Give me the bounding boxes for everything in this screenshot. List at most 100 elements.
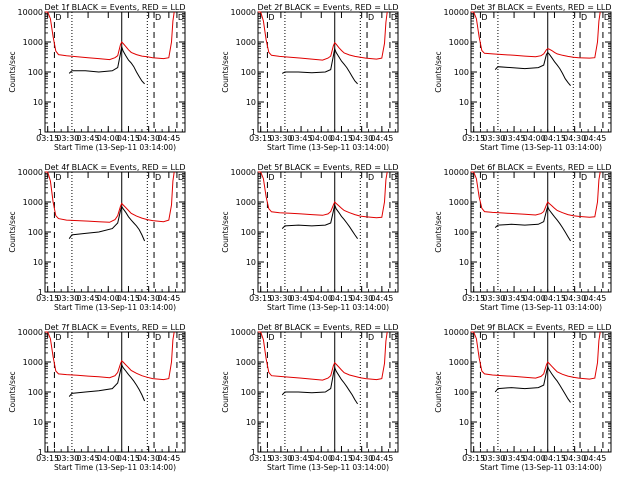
y-axis-label: Counts/sec (8, 371, 17, 412)
series-lld (258, 11, 388, 61)
y-tick-label: 10 (33, 98, 43, 107)
panel-title: Det 7f BLACK = Events, RED = LLD (44, 323, 185, 332)
x-tick-label: 04:30 (563, 134, 586, 143)
x-tick-label: 03:30 (56, 294, 79, 303)
marker-label: D (481, 173, 487, 182)
y-tick-label: 100 (454, 68, 469, 77)
y-tick-label: 10000 (231, 328, 256, 337)
marker-label: D (55, 13, 61, 22)
x-tick-label: 04:00 (523, 454, 546, 463)
x-tick-label: 04:30 (137, 454, 160, 463)
y-tick-label: 10 (459, 258, 469, 267)
marker-label: D (581, 333, 587, 342)
y-tick-label: 1000 (236, 38, 256, 47)
y-tick-label: 1 (464, 288, 469, 297)
y-tick-label: 1 (38, 128, 43, 137)
y-tick-label: 10 (246, 418, 256, 427)
x-axis-label: Start Time (13-Sep-11 03:14:00) (480, 143, 602, 152)
marker-label: D (391, 13, 397, 22)
y-tick-label: 1 (38, 448, 43, 457)
y-tick-label: 100 (241, 68, 256, 77)
series-lld (258, 331, 388, 381)
series-lld (45, 171, 175, 223)
marker-label: D (581, 13, 587, 22)
series-lld (45, 11, 175, 61)
y-tick-label: 10000 (18, 168, 43, 177)
detector-panel-8: Det 8f BLACK = Events, RED = LLD 1 10 100 10… (221, 323, 399, 472)
y-tick-label: 1 (251, 288, 256, 297)
series-events (494, 51, 571, 87)
series-events (68, 46, 145, 85)
panel-title: Det 3f BLACK = Events, RED = LLD (470, 3, 611, 12)
y-tick-label: 1000 (23, 38, 43, 47)
plot-frame (470, 171, 612, 293)
marker-label: D (155, 333, 161, 342)
y-axis-label: Counts/sec (221, 211, 230, 252)
y-tick-label: 10000 (444, 328, 469, 337)
series-events (494, 205, 572, 242)
series-lld (471, 11, 601, 59)
y-tick-label: 100 (28, 388, 43, 397)
y-tick-label: 1 (38, 288, 43, 297)
series-events (68, 205, 146, 242)
y-tick-label: 1 (464, 448, 469, 457)
x-tick-label: 04:45 (370, 454, 393, 463)
plot-frame (257, 171, 399, 293)
y-tick-label: 10000 (18, 328, 43, 337)
x-tick-label: 04:30 (350, 454, 373, 463)
y-tick-label: 1 (251, 448, 256, 457)
series-lld (258, 171, 388, 219)
x-tick-label: 03:15 (462, 134, 485, 143)
y-tick-label: 10000 (444, 8, 469, 17)
x-tick-label: 04:00 (97, 294, 120, 303)
x-tick-label: 03:15 (36, 454, 59, 463)
y-tick-label: 10 (246, 258, 256, 267)
x-tick-label: 03:45 (290, 134, 313, 143)
x-tick-label: 04:45 (583, 454, 606, 463)
y-tick-label: 1000 (449, 38, 469, 47)
series-events (281, 46, 358, 85)
x-tick-label: 03:15 (36, 294, 59, 303)
marker-label: D (268, 333, 274, 342)
x-tick-label: 04:45 (157, 294, 180, 303)
y-tick-label: 100 (454, 388, 469, 397)
plot-frame (257, 331, 399, 453)
x-tick-label: 04:00 (310, 294, 333, 303)
series-events (281, 203, 359, 239)
x-axis-label: Start Time (13-Sep-11 03:14:00) (54, 463, 176, 472)
y-tick-label: 1 (251, 128, 256, 137)
marker-label: D (268, 13, 274, 22)
x-tick-label: 04:00 (310, 134, 333, 143)
x-tick-label: 03:45 (77, 134, 100, 143)
x-tick-label: 04:45 (583, 134, 606, 143)
marker-label: D (368, 173, 374, 182)
series-events (68, 363, 146, 402)
x-tick-label: 04:00 (97, 454, 120, 463)
x-tick-label: 04:00 (97, 134, 120, 143)
x-axis-label: Start Time (13-Sep-11 03:14:00) (267, 303, 389, 312)
x-tick-label: 03:15 (249, 294, 272, 303)
plot-frame (257, 11, 399, 133)
y-tick-label: 10000 (231, 8, 256, 17)
marker-label: D (178, 173, 184, 182)
plot-frame (44, 171, 186, 293)
x-tick-label: 04:30 (563, 294, 586, 303)
y-tick-label: 1000 (23, 198, 43, 207)
y-tick-label: 10 (33, 258, 43, 267)
x-axis-label: Start Time (13-Sep-11 03:14:00) (54, 303, 176, 312)
marker-label: D (604, 333, 610, 342)
series-events (494, 365, 572, 403)
x-tick-label: 03:30 (269, 454, 292, 463)
x-tick-label: 04:45 (370, 294, 393, 303)
series-events (281, 365, 359, 405)
x-tick-label: 03:45 (77, 454, 100, 463)
y-tick-label: 1000 (236, 358, 256, 367)
x-axis-label: Start Time (13-Sep-11 03:14:00) (480, 303, 602, 312)
y-tick-label: 10000 (231, 168, 256, 177)
detector-panel-4: Det 4f BLACK = Events, RED = LLD 1 10 100 10… (8, 163, 186, 312)
x-tick-label: 03:45 (290, 454, 313, 463)
y-tick-label: 10 (246, 98, 256, 107)
panel-title: Det 6f BLACK = Events, RED = LLD (470, 163, 611, 172)
